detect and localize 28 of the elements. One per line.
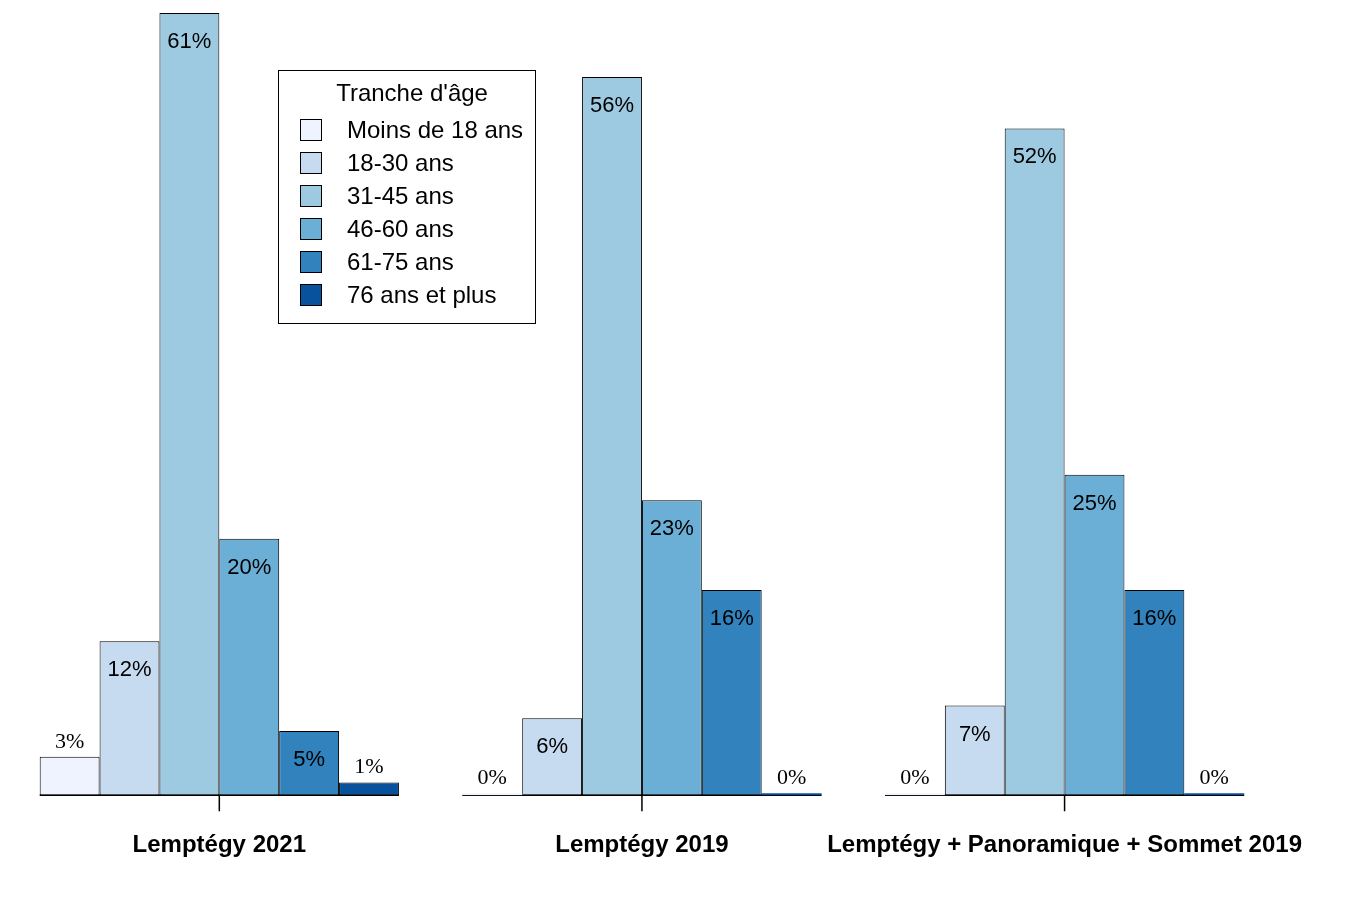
legend-label: 61-75 ans [347, 247, 454, 276]
data-label: 56% [589, 92, 635, 118]
legend-label: Moins de 18 ans [347, 115, 524, 144]
legend-label: 31-45 ans [347, 181, 454, 210]
x-tick-label: Lemptégy + Panoramique + Sommet 2019 [827, 830, 1302, 858]
data-label: 12% [107, 656, 152, 682]
data-label: 0% [776, 763, 807, 789]
data-label: 20% [227, 553, 272, 579]
data-label: 16% [709, 605, 754, 631]
data-label: 6% [536, 733, 569, 759]
data-label: 23% [649, 515, 694, 541]
legend-label: 76 ans et plus [347, 280, 497, 309]
legend-title: Tranche d'âge [335, 79, 489, 107]
data-label: 52% [1012, 143, 1057, 169]
legend-label: 18-30 ans [347, 148, 454, 177]
data-label: 16% [1132, 605, 1177, 631]
data-label: 1% [354, 753, 384, 779]
data-label: 61% [167, 28, 212, 54]
data-label: 0% [900, 763, 930, 789]
data-label: 3% [54, 727, 85, 753]
data-label: 7% [958, 720, 991, 746]
data-label: 25% [1072, 489, 1117, 515]
x-tick-label: Lemptégy 2021 [132, 830, 307, 858]
legend-label: 46-60 ans [347, 214, 454, 243]
data-label: 0% [477, 763, 507, 789]
data-label: 5% [293, 746, 326, 772]
x-tick-label: Lemptégy 2019 [555, 830, 729, 858]
data-label: 0% [1199, 763, 1229, 789]
